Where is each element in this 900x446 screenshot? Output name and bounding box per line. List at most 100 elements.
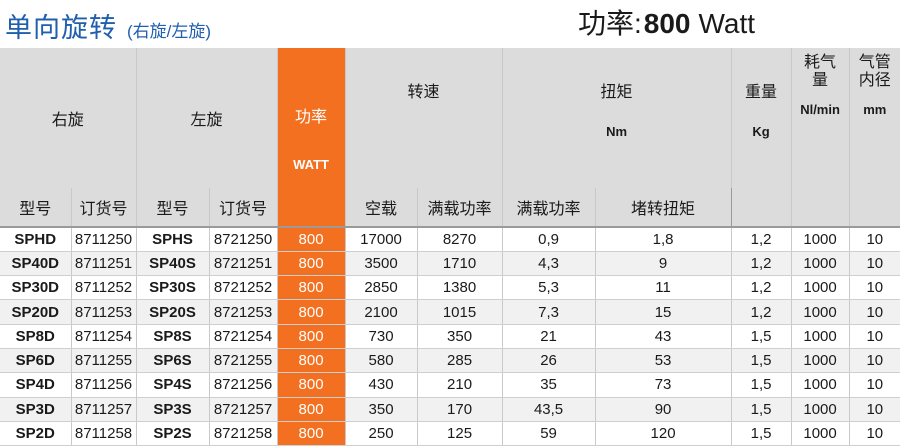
- cell-hose: 10: [849, 421, 900, 446]
- cell-speed-full-load: 285: [417, 348, 503, 374]
- cell-right-model: SP2D: [0, 421, 72, 446]
- table-row: SP8D 8711254 SP8S 8721254 800 730 350 21 43 1,5 10…: [0, 324, 900, 349]
- cell-torque-full-load: 59: [502, 421, 596, 446]
- cell-torque-full-load: 4,3: [502, 251, 596, 277]
- header-right: 右旋: [0, 48, 137, 188]
- cell-right-model: SPHD: [0, 225, 72, 252]
- cell-power: 800: [277, 251, 346, 277]
- cell-power: 800: [277, 324, 346, 349]
- header-right-order: 订货号: [71, 188, 137, 227]
- table-row: SP30D 8711252 SP30S 8721252 800 2850 1380 5,3 11…: [0, 275, 900, 301]
- cell-air: 1000: [791, 225, 850, 252]
- cell-speed-full-load: 170: [417, 397, 503, 422]
- cell-right-order: 8711251: [71, 251, 137, 277]
- header-power: 功率 WATT: [277, 48, 346, 227]
- cell-speed-full-load: 1380: [417, 275, 503, 301]
- cell-hose: 10: [849, 275, 900, 301]
- title-subtitle: (右旋/左旋): [127, 22, 212, 41]
- cell-weight: 1,5: [731, 324, 792, 349]
- table-row: SP4D 8711256 SP4S 8721256 800 430 210 35 73 1,5 10…: [0, 372, 900, 398]
- cell-speed-no-load: 2100: [345, 299, 418, 325]
- cell-right-order: 8711254: [71, 324, 137, 349]
- cell-air: 1000: [791, 421, 850, 446]
- cell-torque-stall: 90: [595, 397, 732, 422]
- cell-left-order: 8721255: [209, 348, 278, 374]
- table-row: SP6D 8711255 SP6S 8721255 800 580 285 26 53 1,5 10…: [0, 348, 900, 374]
- cell-torque-stall: 15: [595, 299, 732, 325]
- cell-speed-no-load: 3500: [345, 251, 418, 277]
- cell-torque-full-load: 7,3: [502, 299, 596, 325]
- cell-left-order: 8721254: [209, 324, 278, 349]
- cell-weight: 1,5: [731, 372, 792, 398]
- cell-torque-stall: 120: [595, 421, 732, 446]
- cell-right-model: SP20D: [0, 299, 72, 325]
- cell-right-order: 8711255: [71, 348, 137, 374]
- header-torque-unit: Nm: [606, 124, 628, 139]
- cell-right-model: SP8D: [0, 324, 72, 349]
- cell-speed-no-load: 580: [345, 348, 418, 374]
- cell-air: 1000: [791, 372, 850, 398]
- cell-left-order: 8721253: [209, 299, 278, 325]
- header-hose-unit: mm: [863, 102, 887, 117]
- cell-weight: 1,2: [731, 251, 792, 277]
- cell-weight: 1,5: [731, 348, 792, 374]
- cell-hose: 10: [849, 348, 900, 374]
- header-power-unit: WATT: [293, 156, 329, 172]
- cell-right-model: SP3D: [0, 397, 72, 422]
- header-hose: 气管内径 mm: [849, 48, 900, 227]
- power-label: 功率:: [578, 8, 642, 39]
- cell-hose: 10: [849, 299, 900, 325]
- table-row: SPHD 8711250 SPHS 8721250 800 17000 8270 0,9 1,8…: [0, 225, 900, 252]
- header-left-order: 订货号: [209, 188, 278, 227]
- header-stall-torque: 堵转扭矩: [595, 188, 732, 227]
- cell-right-order: 8711250: [71, 225, 137, 252]
- cell-torque-stall: 53: [595, 348, 732, 374]
- cell-speed-no-load: 350: [345, 397, 418, 422]
- cell-left-model: SP6S: [136, 348, 210, 374]
- cell-speed-full-load: 8270: [417, 225, 503, 252]
- cell-weight: 1,5: [731, 397, 792, 422]
- cell-air: 1000: [791, 299, 850, 325]
- header-weight-unit: Kg: [752, 124, 770, 139]
- cell-speed-no-load: 2850: [345, 275, 418, 301]
- cell-left-order: 8721256: [209, 372, 278, 398]
- header-left-model: 型号: [135, 188, 210, 227]
- cell-left-model: SP3S: [136, 397, 210, 422]
- cell-speed-full-load: 350: [417, 324, 503, 349]
- header-weight: 重量 Kg: [730, 48, 792, 227]
- table-row: SP3D 8711257 SP3S 8721257 800 350 170 43,5 90 1,5…: [0, 397, 900, 422]
- cell-torque-stall: 43: [595, 324, 732, 349]
- cell-hose: 10: [849, 251, 900, 277]
- cell-air: 1000: [791, 275, 850, 301]
- cell-power: 800: [277, 348, 346, 374]
- cell-speed-full-load: 210: [417, 372, 503, 398]
- cell-speed-full-load: 1710: [417, 251, 503, 277]
- cell-left-order: 8721258: [209, 421, 278, 446]
- table-row: SP40D 8711251 SP40S 8721251 800 3500 1710 4,3 9 1…: [0, 251, 900, 277]
- cell-left-model: SP4S: [136, 372, 210, 398]
- cell-torque-full-load: 43,5: [502, 397, 596, 422]
- cell-left-order: 8721257: [209, 397, 278, 422]
- cell-left-order: 8721252: [209, 275, 278, 301]
- spec-table: 右旋 左旋 功率 WATT 转速 扭矩 Nm 重量 Kg 耗气量 Nl/min: [0, 48, 900, 446]
- cell-left-model: SP20S: [136, 299, 210, 325]
- cell-speed-full-load: 1015: [417, 299, 503, 325]
- cell-left-model: SPHS: [136, 225, 210, 252]
- table-row: SP2D 8711258 SP2S 8721258 800 250 125 59 120 1,5 1…: [0, 421, 900, 446]
- cell-torque-stall: 73: [595, 372, 732, 398]
- table-row: SP20D 8711253 SP20S 8721253 800 2100 1015 7,3 15…: [0, 299, 900, 325]
- cell-speed-no-load: 430: [345, 372, 418, 398]
- header-full-load-torque: 满载功率: [501, 188, 596, 227]
- cell-speed-full-load: 125: [417, 421, 503, 446]
- cell-power: 800: [277, 421, 346, 446]
- header-air-unit: Nl/min: [800, 102, 840, 117]
- cell-torque-stall: 9: [595, 251, 732, 277]
- cell-right-order: 8711252: [71, 275, 137, 301]
- power-unit: Watt: [698, 8, 756, 39]
- cell-left-model: SP30S: [136, 275, 210, 301]
- page-title: 单向旋转 (右旋/左旋): [5, 6, 212, 43]
- cell-right-model: SP4D: [0, 372, 72, 398]
- cell-power: 800: [277, 397, 346, 422]
- header-torque: 扭矩 Nm: [501, 48, 732, 188]
- cell-power: 800: [277, 275, 346, 301]
